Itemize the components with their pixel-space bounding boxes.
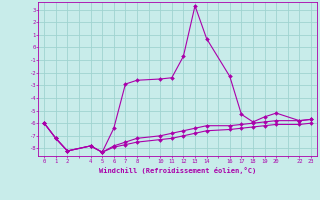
X-axis label: Windchill (Refroidissement éolien,°C): Windchill (Refroidissement éolien,°C)	[99, 167, 256, 174]
